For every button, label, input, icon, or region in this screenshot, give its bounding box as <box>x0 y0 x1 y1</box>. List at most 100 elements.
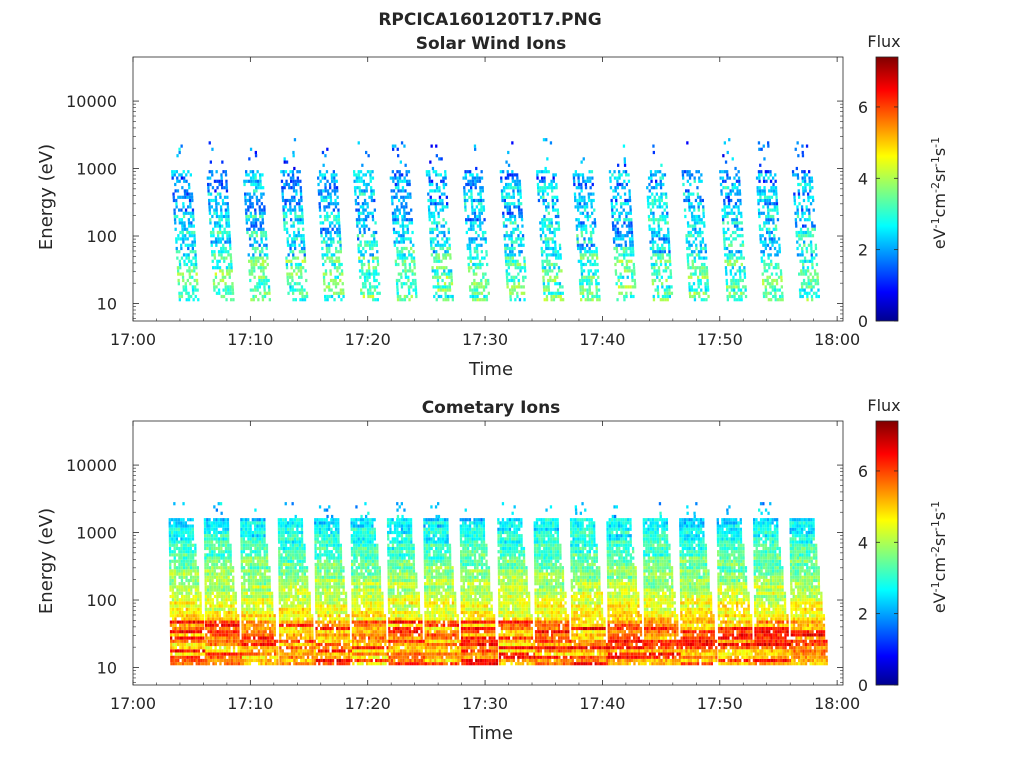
heatmap-cell <box>766 263 768 266</box>
heatmap-cell <box>733 212 735 215</box>
heatmap-cell <box>178 250 180 253</box>
heatmap-cell <box>623 145 625 148</box>
heatmap-cell <box>226 273 228 276</box>
heatmap-cell <box>219 646 221 649</box>
heatmap-cell <box>803 170 805 173</box>
heatmap-cell <box>332 237 334 240</box>
heatmap-cell <box>200 640 202 643</box>
heatmap-cell <box>333 215 335 218</box>
heatmap-cell <box>442 244 444 247</box>
heatmap-cell <box>617 228 619 231</box>
heatmap-cell <box>175 659 177 662</box>
heatmap-cell <box>780 273 782 276</box>
heatmap-cell <box>183 215 185 218</box>
heatmap-cell <box>178 528 180 531</box>
heatmap-cell <box>657 244 659 247</box>
heatmap-cell <box>444 289 446 292</box>
heatmap-cell <box>759 196 761 199</box>
heatmap-cell <box>797 253 799 256</box>
heatmap-cell <box>262 221 264 224</box>
heatmap-cell <box>634 285 636 288</box>
heatmap-cell <box>729 263 731 266</box>
heatmap-cell <box>441 225 443 228</box>
heatmap-cell <box>661 237 663 240</box>
heatmap-cell <box>722 218 724 221</box>
heatmap-cell <box>211 544 213 547</box>
heatmap-cell <box>701 263 703 266</box>
heatmap-cell <box>298 205 300 208</box>
heatmap-cell <box>626 263 628 266</box>
heatmap-cell <box>254 250 256 253</box>
heatmap-cell <box>183 605 185 608</box>
heatmap-cell <box>293 189 295 192</box>
heatmap-cell <box>659 177 661 180</box>
heatmap-cell <box>210 617 212 620</box>
heatmap-cell <box>176 177 178 180</box>
heatmap-cell <box>258 276 260 279</box>
heatmap-cell <box>367 170 369 173</box>
heatmap-cell <box>319 170 321 173</box>
heatmap-cell <box>220 544 222 547</box>
heatmap-cell <box>705 285 707 288</box>
heatmap-cell <box>765 218 767 221</box>
heatmap-cell <box>801 237 803 240</box>
heatmap-cell <box>621 183 623 186</box>
heatmap-cell <box>692 260 694 263</box>
heatmap-cell <box>211 215 213 218</box>
heatmap-cell <box>169 547 171 550</box>
heatmap-cell <box>413 263 415 266</box>
heatmap-cell <box>555 253 557 256</box>
heatmap-cell <box>363 221 365 224</box>
heatmap-cell <box>219 627 221 630</box>
heatmap-cell <box>689 183 691 186</box>
heatmap-cell <box>173 528 175 531</box>
heatmap-cell <box>688 244 690 247</box>
heatmap-cell <box>173 534 175 537</box>
heatmap-cell <box>472 177 474 180</box>
heatmap-cell <box>371 285 373 288</box>
heatmap-cell <box>371 241 373 244</box>
heatmap-cell <box>520 209 522 212</box>
heatmap-cell <box>206 541 208 544</box>
heatmap-cell <box>487 279 489 282</box>
heatmap-cell <box>193 234 195 237</box>
heatmap-cell <box>794 212 796 215</box>
heatmap-cell <box>545 205 547 208</box>
heatmap-cell <box>221 627 223 630</box>
heatmap-cell <box>511 241 513 244</box>
heatmap-cell <box>518 237 520 240</box>
heatmap-cell <box>230 621 232 624</box>
heatmap-cell <box>768 263 770 266</box>
heatmap-cell <box>738 289 740 292</box>
heatmap-cell <box>731 212 733 215</box>
heatmap-cell <box>228 598 230 601</box>
heatmap-cell <box>243 180 245 183</box>
heatmap-cell <box>503 189 505 192</box>
heatmap-cell <box>174 569 176 572</box>
heatmap-cell <box>170 601 172 604</box>
heatmap-cell <box>512 292 514 295</box>
heatmap-cell <box>729 253 731 256</box>
heatmap-cell <box>412 279 414 282</box>
heatmap-cell <box>397 221 399 224</box>
heatmap-cell <box>544 298 546 301</box>
heatmap-cell <box>768 228 770 231</box>
heatmap-cell <box>594 263 596 266</box>
heatmap-cell <box>518 250 520 253</box>
heatmap-cell <box>249 196 251 199</box>
heatmap-cell <box>226 611 228 614</box>
heatmap-cell <box>403 237 405 240</box>
heatmap-cell <box>219 231 221 234</box>
heatmap-cell <box>208 649 210 652</box>
heatmap-cell <box>732 189 734 192</box>
heatmap-cell <box>657 250 659 253</box>
heatmap-cell <box>232 601 234 604</box>
heatmap-cell <box>194 244 196 247</box>
heatmap-cell <box>358 221 360 224</box>
heatmap-cell <box>774 173 776 176</box>
heatmap-cell <box>329 231 331 234</box>
heatmap-cell <box>195 646 197 649</box>
heatmap-cell <box>221 624 223 627</box>
heatmap-cell <box>609 177 611 180</box>
heatmap-cell <box>295 257 297 260</box>
